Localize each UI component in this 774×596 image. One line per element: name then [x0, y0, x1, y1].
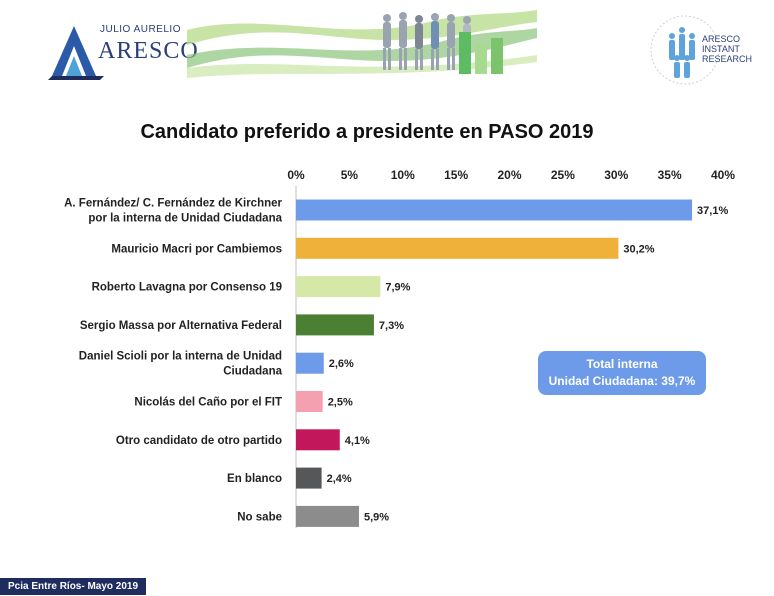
chart-title: Candidato preferido a presidente en PASO… — [140, 121, 594, 143]
data-label: 2,6% — [329, 358, 354, 370]
bar — [296, 352, 324, 374]
x-tick-label: 15% — [444, 168, 468, 182]
footer-label: Pcia Entre Ríos- Mayo 2019 — [0, 578, 147, 595]
bar — [296, 505, 359, 527]
category-label: A. Fernández/ C. Fernández de Kirchner — [64, 198, 282, 210]
bar — [296, 429, 340, 451]
brand-main-text: ARESCO — [98, 38, 199, 64]
right-logo-line: INSTANT — [702, 44, 740, 54]
aresco-logo-icon — [48, 26, 104, 80]
data-label: 2,4% — [327, 473, 352, 485]
x-tick-label: 40% — [711, 168, 735, 182]
data-label: 4,1% — [345, 435, 370, 447]
bar — [296, 314, 374, 336]
category-label: Nicolás del Caño por el FIT — [134, 397, 282, 409]
right-logo-line: ARESCO — [702, 34, 741, 44]
category-label: Sergio Massa por Alternativa Federal — [80, 320, 282, 332]
bar-chart: 0% 5% 10% 15% 20% 25% 30% 35% 40% 37,1% A. Fernánd… — [64, 168, 735, 528]
data-label: 37,1% — [697, 205, 728, 217]
aresco-instant-research-logo-icon — [650, 15, 720, 85]
brand-top-text: JULIO AURELIO — [100, 24, 181, 35]
x-tick-label: 30% — [604, 168, 628, 182]
category-label: por la interna de Unidad Ciudadana — [88, 213, 282, 225]
right-logo-line: RESEARCH — [702, 54, 753, 64]
annotation-line: Unidad Ciudadana: 39,7% — [548, 374, 696, 388]
x-tick-label: 5% — [341, 168, 359, 182]
bar — [296, 276, 381, 298]
x-tick-label: 25% — [551, 168, 575, 182]
bar — [296, 391, 323, 412]
bar — [296, 467, 322, 489]
right-logo-text: ARESCO INSTANT RESEARCH — [702, 34, 752, 64]
bar — [296, 237, 619, 259]
header-banner-image — [187, 10, 537, 78]
category-label: Ciudadana — [223, 366, 282, 378]
data-label: 30,2% — [623, 243, 654, 255]
category-label: En blanco — [227, 473, 282, 485]
category-label: No sabe — [237, 511, 282, 523]
data-label: 7,9% — [385, 282, 410, 294]
data-label: 2,5% — [328, 397, 353, 409]
annotation-line: Total interna — [586, 357, 658, 371]
data-label: 5,9% — [364, 511, 389, 523]
header: JULIO AURELIO ARESCO ARESCO INSTANT — [0, 0, 774, 100]
data-label: 7,3% — [379, 320, 404, 332]
bar — [296, 199, 693, 221]
x-tick-label: 0% — [287, 168, 305, 182]
category-label: Roberto Lavagna por Consenso 19 — [92, 282, 282, 294]
category-label: Daniel Scioli por la interna de Unidad — [79, 351, 282, 363]
annotation-box: Total interna Unidad Ciudadana: 39,7% — [538, 351, 706, 395]
x-tick-label: 20% — [497, 168, 521, 182]
category-label: Otro candidato de otro partido — [116, 435, 282, 447]
category-label: Mauricio Macri por Cambiemos — [111, 243, 282, 255]
x-tick-label: 10% — [391, 168, 415, 182]
x-tick-label: 35% — [658, 168, 682, 182]
